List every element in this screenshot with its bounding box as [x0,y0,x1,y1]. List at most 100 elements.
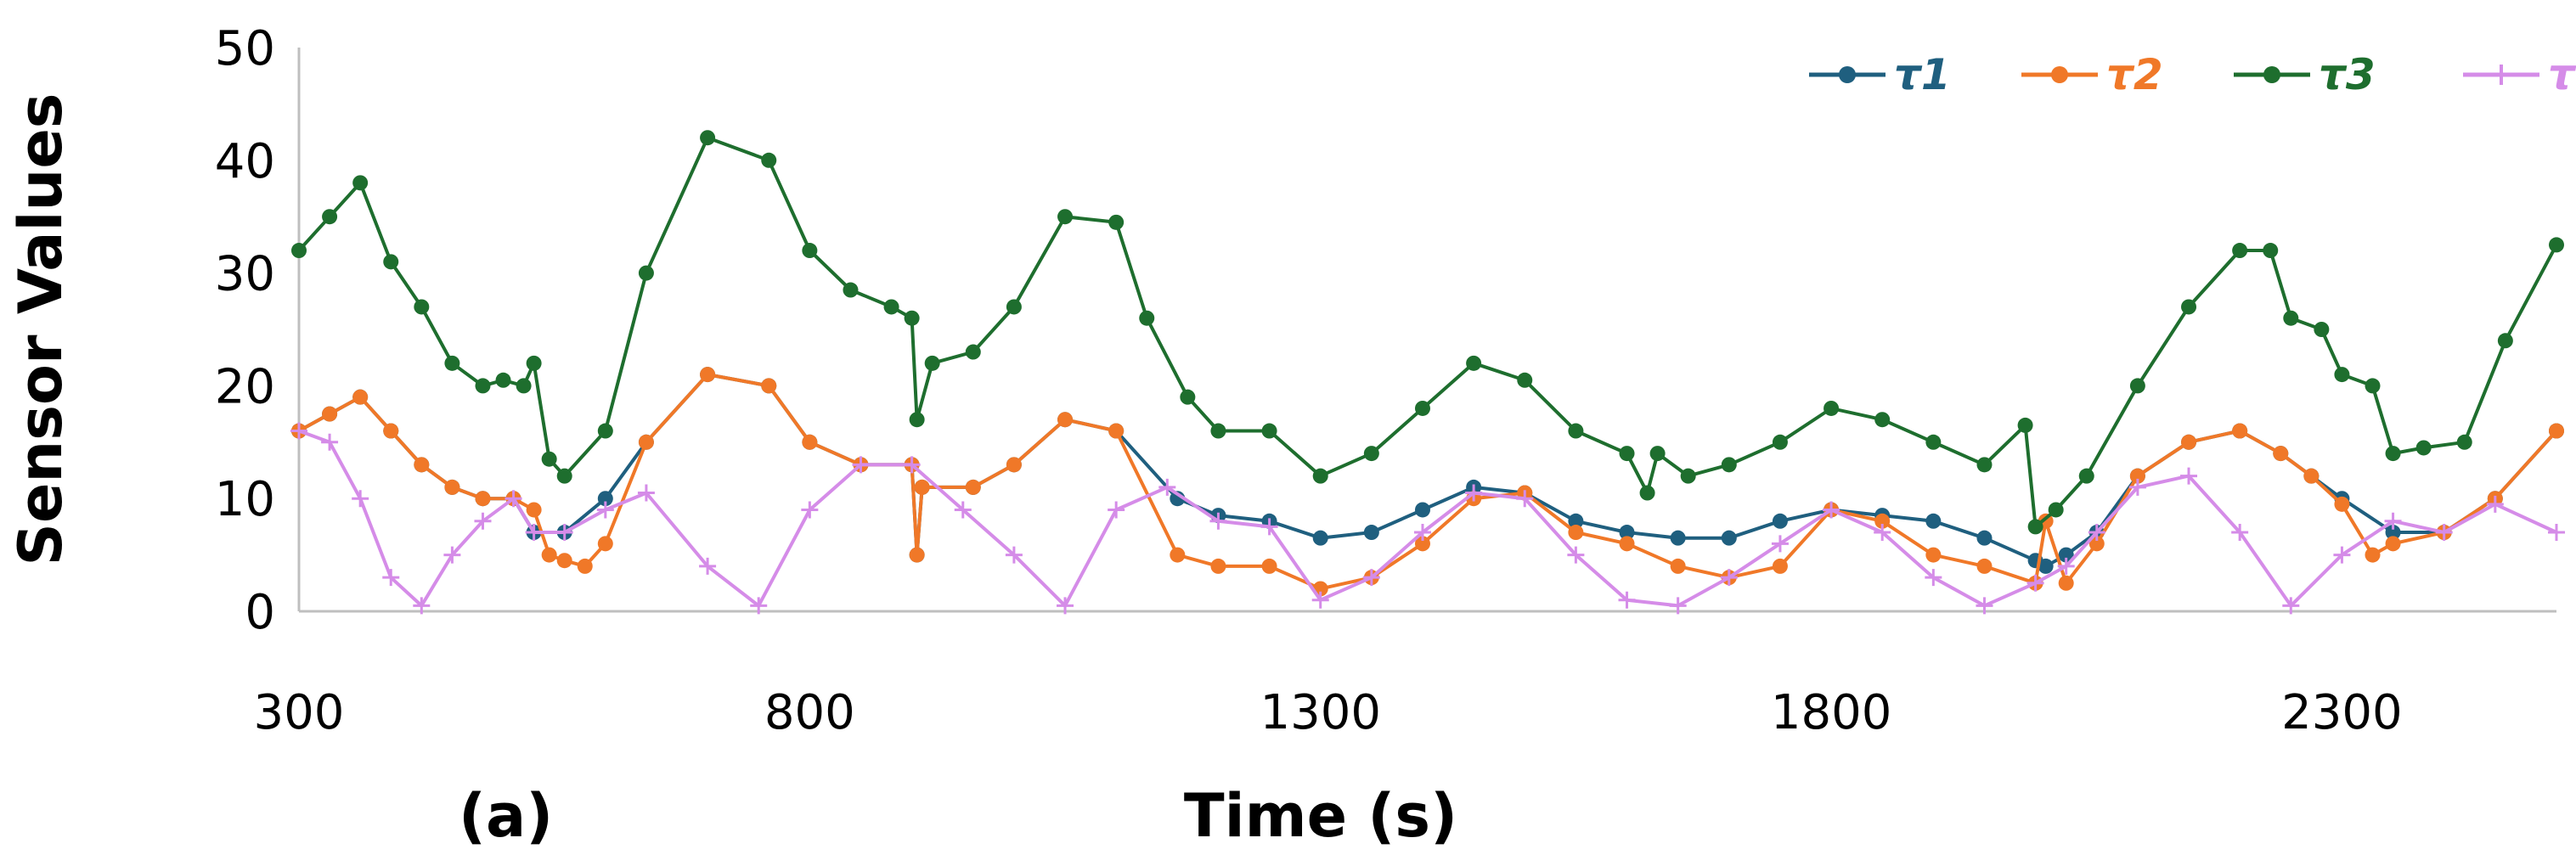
data-point [556,468,572,484]
data-point [1108,214,1125,230]
series-line [297,136,2558,529]
data-point [541,451,557,467]
data-point [504,490,522,508]
data-point [965,479,981,495]
data-point [2385,446,2401,462]
data-point [1925,513,1942,529]
data-point [904,310,920,326]
data-point [802,243,818,259]
data-point [2334,496,2350,512]
data-point [2128,478,2146,496]
data-point [1823,501,1840,519]
data-point [638,265,654,281]
data-point [352,490,369,508]
y-axis-title: Sensor Values [6,93,76,566]
data-point [2078,468,2094,484]
data-point [637,484,655,502]
data-point [2048,502,2064,518]
data-point [1413,524,1431,542]
data-point [2456,434,2472,450]
data-point [322,209,338,225]
data-point [1261,423,1277,439]
legend-label: τ1-c [2548,50,2576,99]
data-point [700,367,716,383]
series-2 [291,130,2564,535]
series-3 [290,422,2565,615]
data-point [2129,378,2145,394]
data-point [2181,299,2197,315]
data-point [597,423,613,439]
y-tick-label: 0 [245,585,275,640]
data-point [1567,546,1585,564]
data-point [1720,569,1738,587]
data-point [2058,547,2074,563]
data-point [475,378,491,394]
data-point [1466,355,1482,371]
data-point [1619,525,1635,541]
data-point [414,299,430,315]
data-point [1721,530,1737,546]
data-point [526,502,542,518]
data-point [1363,446,1379,462]
data-point [843,282,859,298]
data-point [700,130,716,146]
data-point [1006,299,1022,315]
data-point [1680,468,1696,484]
data-point [924,355,940,371]
data-point [1057,597,1074,615]
data-point [2232,423,2248,439]
data-point [1414,536,1430,552]
data-point [1568,513,1584,529]
data-point [1180,389,1196,405]
data-point [322,406,338,422]
data-point [2549,423,2564,439]
data-point [1108,501,1125,519]
data-point [2058,575,2074,591]
data-point [2549,237,2564,253]
legend-label: τ1 [1894,50,1951,99]
data-point [321,433,339,451]
data-point [2088,524,2105,542]
data-point [1005,546,1023,564]
data-point [597,491,613,507]
data-point [1649,446,1666,462]
data-point [2384,512,2402,530]
data-point [1639,485,1655,501]
data-point [526,355,542,371]
data-point [761,152,777,168]
data-point [1465,484,1483,502]
data-point [2365,547,2381,563]
data-point [2026,574,2044,592]
data-point [556,553,572,569]
series-1 [291,367,2564,597]
data-point [638,434,654,450]
data-point [1362,569,1380,587]
data-point [1363,525,1379,541]
data-point [1210,558,1226,574]
data-point [1670,558,1686,574]
data-point [1006,457,1022,473]
data-point [2333,546,2351,564]
data-point [2180,467,2198,485]
data-point [1210,423,1226,439]
y-tick-label: 10 [215,472,275,527]
data-point [2181,434,2197,450]
data-point [2303,468,2320,484]
x-tick-label: 300 [254,685,345,740]
data-point [2057,557,2075,575]
data-point [413,597,431,615]
data-point [290,422,307,440]
x-tick-label: 2300 [2281,685,2403,740]
data-point [1312,530,1328,546]
data-point [852,456,870,474]
data-point [555,524,573,542]
legend: τ1 τ2 τ3 τ1-c [1809,50,2576,99]
data-point [2231,524,2249,542]
data-point [1057,412,1074,428]
legend-label: τ3 [2319,50,2376,99]
data-point [965,344,981,360]
data-point [596,501,614,519]
data-point [1772,513,1788,529]
data-point [1139,310,1155,326]
data-point [2283,310,2299,326]
